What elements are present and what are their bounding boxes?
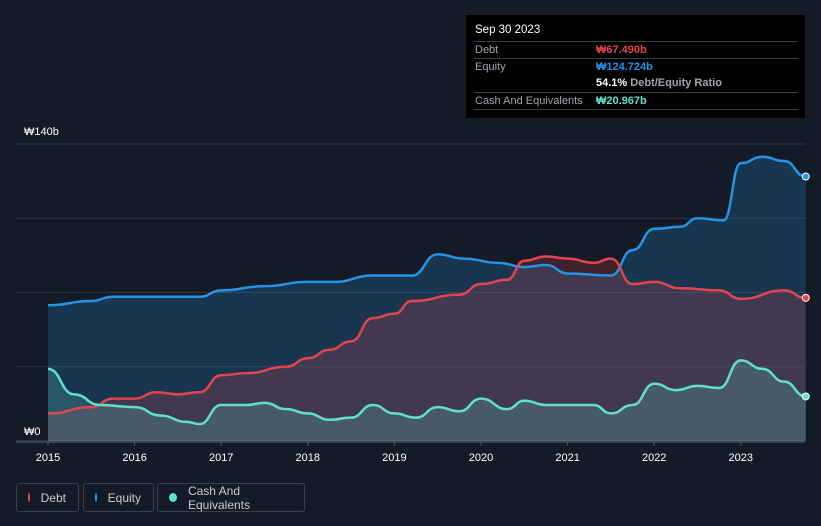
ratio-label: Debt/Equity Ratio: [630, 77, 722, 89]
cash-dot-icon: [169, 493, 177, 502]
debt-end-point[interactable]: [801, 293, 810, 302]
equity-dot-icon: [95, 493, 97, 502]
ratio-value: 54.1% Debt/Equity Ratio: [596, 77, 722, 89]
legend-debt[interactable]: Debt: [16, 483, 79, 512]
tooltip-cash-row: Cash And Equivalents ₩20.967b: [474, 92, 798, 110]
y-tick-label: ₩0: [24, 426, 41, 438]
x-tick-label: 2022: [642, 452, 666, 464]
equity-end-point[interactable]: [801, 172, 810, 181]
x-tick-label: 2023: [729, 452, 753, 464]
x-tick-label: 2020: [469, 452, 493, 464]
tooltip-ratio-row: 54.1% Debt/Equity Ratio: [474, 75, 798, 92]
legend-label: Equity: [107, 490, 141, 505]
debt-area: [48, 256, 806, 441]
legend-equity[interactable]: Equity: [83, 483, 154, 512]
equity-line: [47, 155, 806, 307]
cash-end-point[interactable]: [801, 392, 810, 401]
cash-line: [47, 359, 806, 426]
tooltip-equity-row: Equity ₩124.724b: [474, 58, 798, 76]
value: ₩67.490b: [596, 44, 647, 56]
legend-label: Debt: [40, 490, 66, 505]
tooltip: Sep 30 2023 Debt ₩67.490b Equity ₩124.724b…: [466, 15, 805, 118]
value: ₩124.724b: [596, 61, 653, 73]
ratio-percent: 54.1%: [596, 77, 628, 89]
x-tick-label: 2015: [36, 452, 60, 464]
label: Equity: [475, 61, 506, 73]
x-tick-label: 2017: [209, 452, 233, 464]
legend-label: Cash And Equivalents: [187, 483, 251, 512]
tooltip-debt-row: Debt ₩67.490b: [474, 41, 798, 59]
x-tick-label: 2019: [382, 452, 406, 464]
divider: [474, 109, 798, 110]
x-tick-label: 2018: [296, 452, 320, 464]
debt-dot-icon: [28, 493, 30, 502]
x-tick-label: 2016: [122, 452, 146, 464]
cash-area: [48, 360, 806, 441]
label: Debt: [475, 44, 499, 56]
value: ₩20.967b: [596, 95, 647, 107]
x-axis: [16, 441, 805, 443]
x-tick-label: 2021: [555, 452, 579, 464]
label: Cash And Equivalents: [475, 95, 583, 107]
legend-cash[interactable]: Cash And Equivalents: [157, 483, 305, 512]
debt-line: [47, 255, 806, 415]
y-tick-label: ₩140b: [24, 126, 59, 138]
tooltip-date: Sep 30 2023: [475, 24, 541, 36]
